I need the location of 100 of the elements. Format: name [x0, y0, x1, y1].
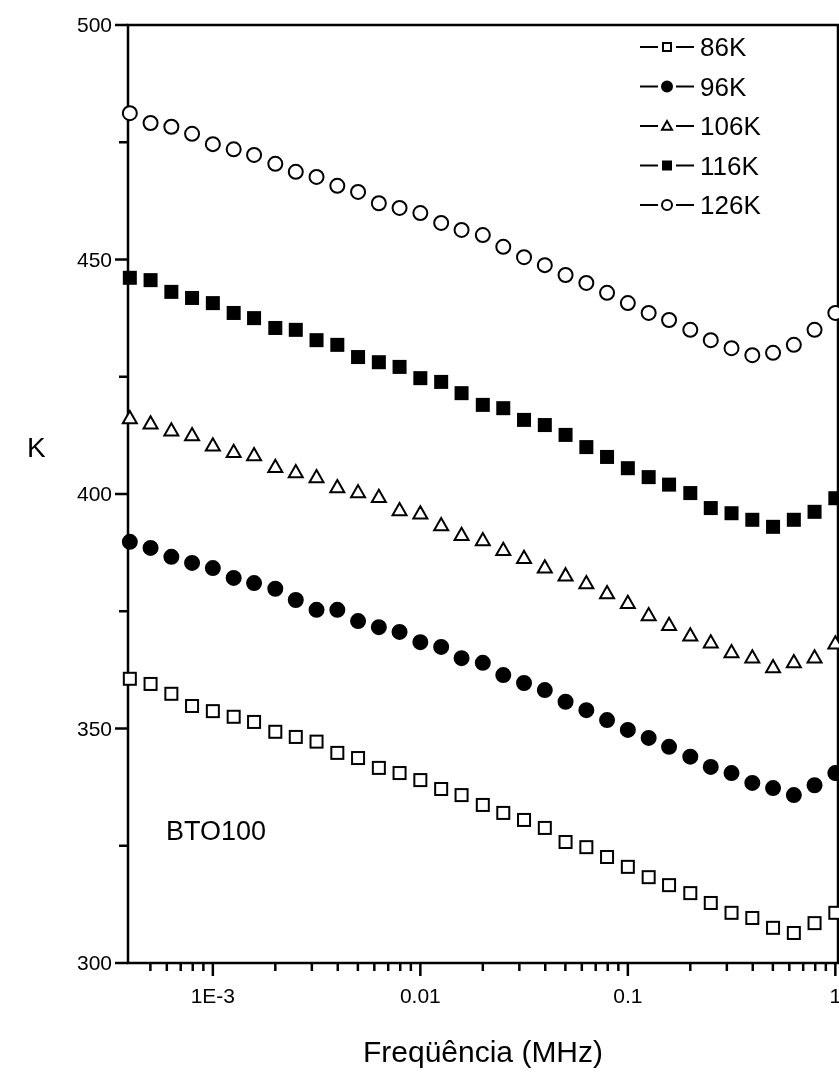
point: [662, 878, 677, 893]
point: [683, 886, 698, 901]
point: [246, 575, 263, 592]
point: [557, 567, 574, 582]
point: [558, 427, 573, 442]
point: [122, 270, 137, 285]
point: [412, 505, 429, 520]
point: [309, 333, 324, 348]
point: [723, 340, 740, 357]
point: [475, 397, 490, 412]
point: [163, 548, 180, 565]
point: [536, 682, 553, 699]
point: [184, 426, 201, 442]
point: [806, 321, 823, 338]
annotation: BTO100: [166, 816, 267, 846]
x-tick-label: 1E-3: [190, 984, 236, 1007]
point: [785, 653, 802, 669]
point: [619, 295, 636, 312]
point: [454, 788, 469, 803]
point: [205, 296, 220, 311]
point: [288, 322, 303, 337]
point: [122, 671, 137, 686]
point: [268, 320, 283, 335]
legend-label: 116K: [700, 150, 760, 181]
point: [287, 163, 304, 180]
point: [434, 782, 449, 796]
point: [121, 410, 138, 425]
point: [184, 554, 201, 571]
y-tick-label: 500: [76, 13, 112, 37]
point: [309, 734, 324, 749]
point: [578, 274, 595, 291]
point: [744, 347, 761, 364]
point: [641, 470, 656, 485]
point: [579, 840, 594, 855]
legend-label: 106K: [700, 111, 762, 142]
point: [516, 675, 533, 692]
point: [453, 526, 470, 542]
x-axis-title: Freqüência (MHz): [362, 1035, 604, 1068]
point: [536, 257, 553, 274]
point: [433, 638, 450, 655]
point: [163, 118, 180, 135]
point: [765, 659, 782, 674]
point: [702, 634, 719, 649]
point: [287, 463, 304, 479]
point: [143, 676, 158, 691]
y-tick-label: 400: [76, 482, 112, 506]
point: [412, 634, 429, 651]
point: [517, 812, 532, 827]
point: [474, 227, 491, 244]
point: [496, 805, 511, 820]
point: [142, 115, 159, 132]
point: [806, 777, 823, 794]
point: [392, 766, 407, 781]
point: [703, 501, 718, 516]
point: [724, 905, 739, 920]
point: [205, 704, 220, 719]
point: [703, 895, 718, 910]
point: [766, 519, 781, 534]
point: [185, 698, 200, 713]
y-tick-label: 450: [76, 247, 112, 271]
point: [351, 751, 366, 766]
point: [495, 667, 512, 684]
point: [204, 437, 221, 452]
point: [600, 850, 615, 865]
point: [350, 183, 367, 200]
point: [640, 304, 657, 321]
point: [164, 686, 179, 701]
point: [392, 359, 407, 374]
point: [599, 284, 616, 301]
point: [661, 738, 678, 755]
point: [288, 729, 303, 744]
point: [495, 541, 512, 557]
point: [516, 549, 533, 565]
point: [599, 584, 616, 600]
point: [807, 916, 822, 931]
point: [184, 125, 201, 142]
point: [640, 729, 657, 746]
y-tick-label: 300: [76, 951, 112, 975]
point: [702, 332, 719, 349]
point: [558, 835, 573, 849]
point: [225, 141, 242, 158]
point: [412, 205, 429, 222]
point: [371, 760, 386, 775]
point: [640, 607, 657, 622]
point: [142, 415, 159, 430]
point: [329, 478, 346, 494]
point: [267, 458, 284, 474]
point: [600, 449, 615, 464]
point: [683, 486, 698, 501]
point: [433, 214, 450, 231]
point: [391, 199, 408, 216]
point: [351, 350, 366, 365]
y-axis-title: K: [27, 431, 46, 463]
point: [723, 765, 740, 782]
point: [226, 305, 241, 320]
point: [247, 714, 262, 729]
point: [121, 533, 138, 550]
point: [434, 374, 449, 389]
x-tick-label: 0.01: [399, 984, 441, 1007]
point: [204, 560, 221, 577]
